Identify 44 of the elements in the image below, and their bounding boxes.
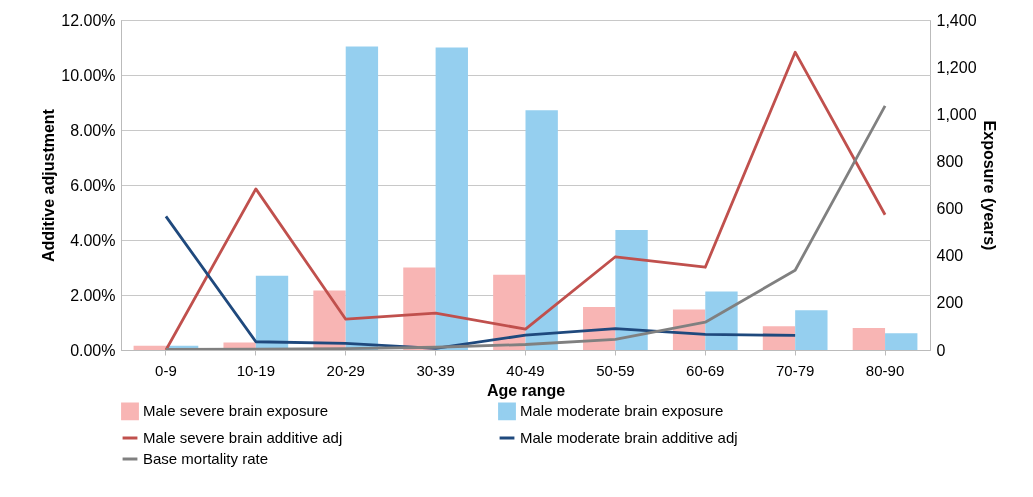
legend-label: Male severe brain exposure xyxy=(143,402,329,420)
y2-tick-label: 400 xyxy=(936,247,964,265)
bar xyxy=(403,267,436,350)
bar xyxy=(852,328,886,350)
y-tick-label: 6.00% xyxy=(70,176,116,194)
bar xyxy=(435,47,468,350)
bar xyxy=(885,333,918,350)
y2-tick-label: 600 xyxy=(936,200,964,218)
y-tick-label: 4.00% xyxy=(70,231,116,249)
bar xyxy=(255,275,289,350)
y-tick-label: 0.00% xyxy=(70,341,116,359)
x-tick-label: 40-49 xyxy=(506,361,545,379)
x-tick-label: 60-69 xyxy=(686,361,725,379)
x-axis-title: Age range xyxy=(486,381,566,399)
bar xyxy=(133,345,166,350)
bar xyxy=(525,110,558,350)
x-tick-label: 0-9 xyxy=(155,361,177,379)
y-tick-label: 2.00% xyxy=(70,286,116,304)
x-tick-label: 70-79 xyxy=(775,361,815,379)
y-tick-label: 12.00% xyxy=(61,11,116,29)
line-series xyxy=(164,104,887,350)
legend-label: Male moderate brain exposure xyxy=(520,402,724,420)
y2-axis-title: Exposure (years) xyxy=(980,120,998,251)
y2-tick-label: 200 xyxy=(936,294,964,312)
bar xyxy=(615,230,648,350)
bar xyxy=(795,310,828,350)
line-series xyxy=(164,50,887,350)
x-tick-label: 50-59 xyxy=(596,361,635,379)
x-tick-label: 10-19 xyxy=(236,361,276,379)
x-tick-label: 20-29 xyxy=(326,361,365,379)
y-tick-label: 10.00% xyxy=(61,66,116,84)
y-tick-label: 8.00% xyxy=(70,121,116,139)
y2-tick-label: 0 xyxy=(936,341,946,359)
y2-tick-label: 1,200 xyxy=(936,58,977,76)
x-tick-label: 80-90 xyxy=(865,361,905,379)
y2-tick-label: 1,000 xyxy=(936,105,977,123)
bar xyxy=(345,46,379,350)
y2-tick-label: 1,400 xyxy=(936,11,977,29)
legend-label: Base mortality rate xyxy=(143,450,269,467)
y-axis-title: Additive adjustment xyxy=(40,108,58,262)
legend-label: Male severe brain additive adj xyxy=(143,429,343,446)
y2-tick-label: 800 xyxy=(936,152,964,170)
x-tick-label: 30-39 xyxy=(416,361,455,379)
legend-label: Male moderate brain additive adj xyxy=(520,429,738,446)
